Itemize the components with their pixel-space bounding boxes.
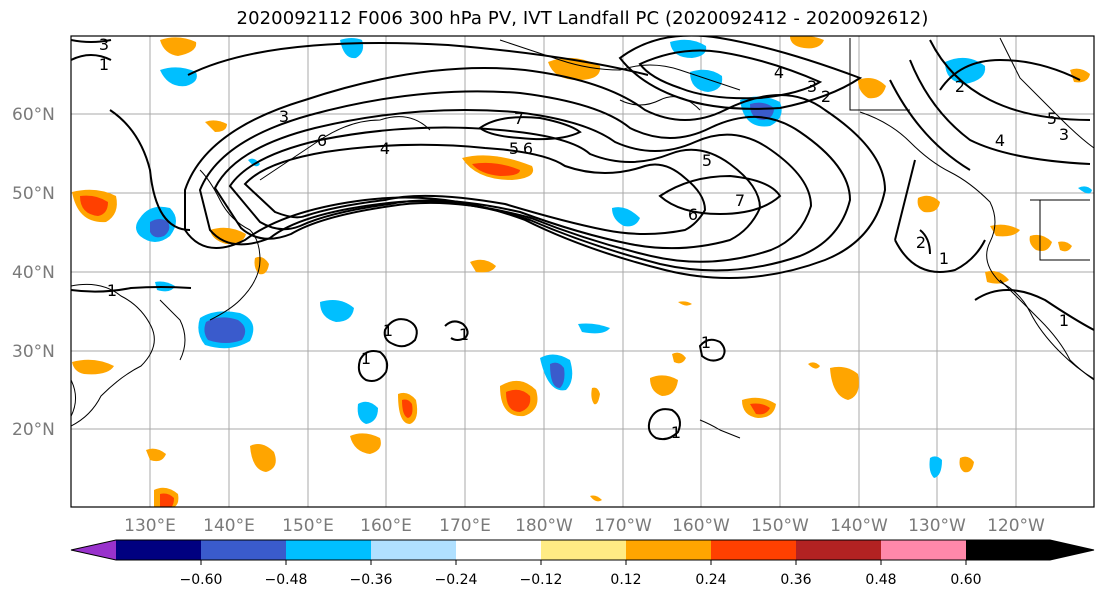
lon-label: 150°W <box>751 516 809 536</box>
lon-label: 140°W <box>830 516 888 536</box>
colorbar-tick-label: 0.48 <box>865 572 896 588</box>
colorbar-tick-label: −0.48 <box>265 572 308 588</box>
lon-label: 140°E <box>203 516 255 536</box>
lon-label: 170°E <box>439 516 491 536</box>
contour-label: 1 <box>383 321 393 340</box>
colorbar-segment <box>286 540 371 560</box>
colorbar: −0.60 −0.48 −0.36 −0.24 −0.12 0.12 0.24 … <box>70 539 1095 588</box>
colorbar-tick-label: −0.36 <box>350 572 393 588</box>
lon-label: 180°W <box>515 516 573 536</box>
colorbar-segment <box>371 540 456 560</box>
lat-label: 30°N <box>12 342 55 362</box>
colorbar-segment <box>541 540 626 560</box>
contour-label: 7 <box>735 191 745 210</box>
lon-label: 160°W <box>672 516 730 536</box>
positive-pv-areas <box>72 36 1090 507</box>
contour-label: 1 <box>701 333 711 352</box>
lon-label: 130°W <box>908 516 966 536</box>
contour-label: 6 <box>523 139 533 158</box>
contour-label: 3 <box>99 35 109 54</box>
contour-labels: 3 1 3 6 4 7 5 6 4 3 2 5 7 6 2 1 4 5 3 1 … <box>99 35 1069 442</box>
colorbar-tick-label: 0.60 <box>950 572 981 588</box>
lon-label: 130°E <box>124 516 176 536</box>
pv-contours <box>71 36 1094 441</box>
contour-label: 2 <box>955 77 965 96</box>
colorbar-segment <box>796 540 881 560</box>
lat-label: 60°N <box>12 105 55 125</box>
contour-label: 2 <box>821 87 831 106</box>
colorbar-segment <box>456 540 541 560</box>
contour-label: 1 <box>107 281 117 300</box>
lon-label: 150°E <box>282 516 334 536</box>
colorbar-segment <box>966 540 1094 560</box>
lat-label: 40°N <box>12 263 55 283</box>
lat-label: 50°N <box>12 184 55 204</box>
lat-label: 20°N <box>12 420 55 440</box>
colorbar-segment <box>711 540 796 560</box>
map-title: 2020092112 F006 300 hPa PV, IVT Landfall… <box>236 8 929 29</box>
colorbar-segment <box>71 540 116 560</box>
contour-label: 5 <box>1047 109 1057 128</box>
coastlines <box>71 37 1094 439</box>
contour-label: 5 <box>702 151 712 170</box>
lon-label: 170°W <box>594 516 652 536</box>
colorbar-outline <box>70 539 1095 561</box>
colorbar-tick-label: 0.24 <box>695 572 726 588</box>
contour-label: 3 <box>807 77 817 96</box>
negative-pv-areas <box>136 38 1092 478</box>
contour-label: 4 <box>995 131 1005 150</box>
colorbar-segment <box>626 540 711 560</box>
contour-label: 7 <box>514 109 524 128</box>
latitude-labels: 60°N 50°N 40°N 30°N 20°N <box>12 105 55 440</box>
lon-label: 160°E <box>360 516 412 536</box>
contour-label: 1 <box>459 325 469 344</box>
contour-label: 3 <box>279 107 289 126</box>
colorbar-tick-label: 0.12 <box>610 572 641 588</box>
contour-label: 6 <box>317 131 327 150</box>
map-border <box>70 35 1095 508</box>
contour-label: 1 <box>99 55 109 74</box>
contour-label: 4 <box>774 63 784 82</box>
contour-label: 3 <box>1059 125 1069 144</box>
colorbar-tick-label: −0.12 <box>520 572 563 588</box>
contour-label: 4 <box>380 139 390 158</box>
colorbar-tick-label: −0.24 <box>435 572 478 588</box>
colorbar-segment <box>116 540 201 560</box>
colorbar-segment <box>201 540 286 560</box>
contour-label: 5 <box>509 139 519 158</box>
contour-label: 2 <box>916 233 926 252</box>
lon-label: 120°W <box>987 516 1045 536</box>
contour-label: 6 <box>688 205 698 224</box>
colorbar-tick-label: −0.60 <box>180 572 223 588</box>
colorbar-segment <box>881 540 966 560</box>
longitude-labels: 130°E 140°E 150°E 160°E 170°E 180°W 170°… <box>124 516 1045 536</box>
contour-label: 1 <box>361 349 371 368</box>
pv-anomaly-shading <box>72 36 1092 507</box>
colorbar-tick-label: 0.36 <box>780 572 811 588</box>
contour-label: 1 <box>671 423 681 442</box>
contour-label: 1 <box>1059 311 1069 330</box>
contour-label: 1 <box>939 249 949 268</box>
